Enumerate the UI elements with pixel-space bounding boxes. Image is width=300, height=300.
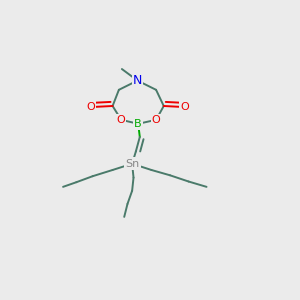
Text: O: O xyxy=(117,115,126,125)
Text: N: N xyxy=(133,74,142,87)
Text: Sn: Sn xyxy=(125,159,139,169)
Text: O: O xyxy=(152,115,161,125)
Text: B: B xyxy=(134,119,142,129)
Text: O: O xyxy=(180,102,189,112)
Text: O: O xyxy=(87,102,95,112)
